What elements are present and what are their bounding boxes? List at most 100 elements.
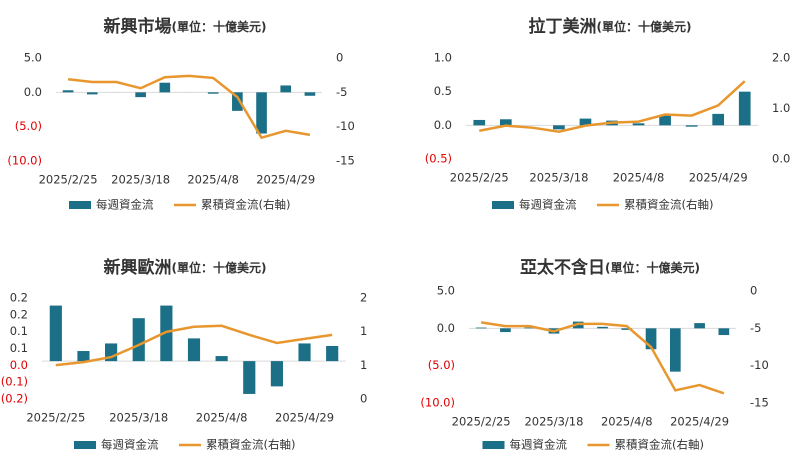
bar — [298, 343, 311, 362]
bar — [62, 90, 74, 93]
bar — [579, 118, 592, 126]
legend-swatch — [74, 441, 96, 449]
tick-label: 1 — [360, 358, 367, 372]
bar — [597, 326, 608, 329]
legend-label: 累積資金流(右軸) — [624, 198, 713, 212]
title-text: 亞太不含日 — [520, 257, 605, 278]
bar — [270, 361, 283, 387]
bar — [160, 305, 173, 362]
x-tick-label: 2025/4/8 — [196, 411, 248, 425]
line — [67, 74, 311, 140]
bar — [49, 305, 62, 362]
legend-label: 每週資金流 — [519, 198, 577, 212]
tick-label: -5 — [336, 85, 347, 99]
legend-label: 每週資金流 — [101, 438, 159, 452]
x-tick-label: 2025/4/29 — [689, 171, 748, 185]
bar — [207, 92, 219, 94]
legend-label: 每週資金流 — [510, 438, 568, 452]
tick-label: -5 — [750, 321, 761, 335]
tick-label: 0.0 — [772, 152, 790, 166]
x-tick-label: 2025/4/8 — [601, 415, 653, 429]
x-tick-label: 2025/2/25 — [452, 415, 511, 429]
bar — [132, 318, 145, 362]
chart-title: 新興市場(單位：十億美元) — [104, 16, 267, 37]
x-tick-label: 2025/4/29 — [275, 411, 334, 425]
chart-title: 新興歐洲(單位：十億美元) — [104, 257, 267, 278]
tick-label: -15 — [750, 396, 769, 410]
tick-label: 0.0 — [434, 118, 452, 132]
tick-label: (10.0) — [420, 396, 455, 410]
bar — [738, 91, 751, 126]
legend-swatch — [482, 441, 505, 449]
bar — [232, 92, 243, 111]
bar — [86, 92, 98, 95]
tick-label: 0.5 — [434, 84, 452, 98]
tick-label: -15 — [336, 154, 355, 168]
tick-label: 0 — [360, 392, 367, 406]
bar — [524, 327, 536, 329]
title-text: 新興歐洲 — [104, 257, 172, 278]
tick-label: 5.0 — [24, 51, 42, 65]
title-text: 新興市場 — [104, 16, 172, 37]
legend-label: 累積資金流(右軸) — [615, 438, 704, 452]
bar — [712, 113, 725, 126]
tick-label: 1.0 — [772, 101, 790, 115]
tick-label: (0.2) — [1, 392, 28, 406]
tick-label: 0.0 — [437, 321, 455, 335]
x-tick-label: 2025/3/18 — [111, 173, 170, 187]
x-tick-label: 2025/3/18 — [109, 411, 168, 425]
bar — [256, 92, 267, 134]
line — [55, 324, 333, 367]
tick-label: 0 — [750, 284, 757, 298]
tick-label: (5.0) — [15, 119, 42, 133]
bar — [215, 356, 228, 362]
x-tick-label: 2025/4/29 — [670, 415, 729, 429]
tick-label: 0.1 — [10, 341, 28, 355]
unit-text: (單位：十億美元) — [172, 19, 267, 34]
bar — [718, 328, 730, 336]
tick-label: 0.0 — [24, 85, 42, 99]
tick-label: 0.2 — [10, 307, 28, 321]
x-tick-label: 2025/4/8 — [613, 171, 665, 185]
bar — [473, 119, 486, 126]
x-tick-label: 2025/2/25 — [450, 171, 509, 185]
legend-swatch — [492, 201, 514, 209]
line — [479, 80, 746, 134]
bar — [500, 328, 511, 333]
bar — [553, 125, 565, 130]
chart: 新興歐洲(單位：十億美元) 0.2 0.2 0.1 0.1 0.0 (0.1) (0.2) 2 1… — [1, 257, 368, 452]
tick-label: 0.2 — [10, 291, 28, 305]
chart: 新興市場(單位：十億美元) 5.0 0.0 (5.0) (10.0) 0 -5 -10 -15 2… — [7, 16, 354, 212]
bar — [475, 327, 487, 329]
chart: 亞太不含日(單位：十億美元) 5.0 0.0 (5.0) (10.0) 0 -5 -10 -15… — [420, 257, 768, 452]
bar — [632, 123, 645, 126]
x-tick-label: 2025/4/8 — [187, 173, 239, 187]
x-tick-label: 2025/3/18 — [529, 171, 588, 185]
unit-text: (單位：十億美元) — [605, 260, 700, 275]
chart: 拉丁美洲(單位：十億美元) 1.0 0.5 0.0 (0.5) 2.0 1.0 0.0 2025… — [425, 16, 791, 212]
bar — [621, 328, 633, 330]
bar — [694, 323, 705, 329]
bar — [243, 361, 256, 394]
unit-text: (單位：十億美元) — [597, 19, 692, 34]
legend-swatch — [69, 201, 91, 209]
tick-label: (0.1) — [1, 375, 28, 389]
x-tick-label: 2025/4/29 — [256, 173, 315, 187]
legend-label: 累積資金流(右軸) — [201, 198, 290, 212]
bar — [304, 92, 316, 96]
tick-label: 5.0 — [437, 284, 455, 298]
bar — [187, 338, 201, 362]
bar — [159, 82, 171, 93]
tick-label: -10 — [336, 119, 355, 133]
tick-label: 1 — [360, 324, 367, 338]
legend-label: 累積資金流(右軸) — [206, 438, 295, 452]
x-tick-label: 2025/3/18 — [524, 415, 583, 429]
tick-label: 2.0 — [772, 51, 790, 65]
bar — [645, 328, 657, 350]
tick-label: 1.0 — [434, 51, 452, 65]
tick-label: -10 — [750, 358, 769, 372]
bar — [326, 345, 339, 362]
tick-label: (10.0) — [7, 154, 42, 168]
tick-label: 0.1 — [10, 324, 28, 338]
